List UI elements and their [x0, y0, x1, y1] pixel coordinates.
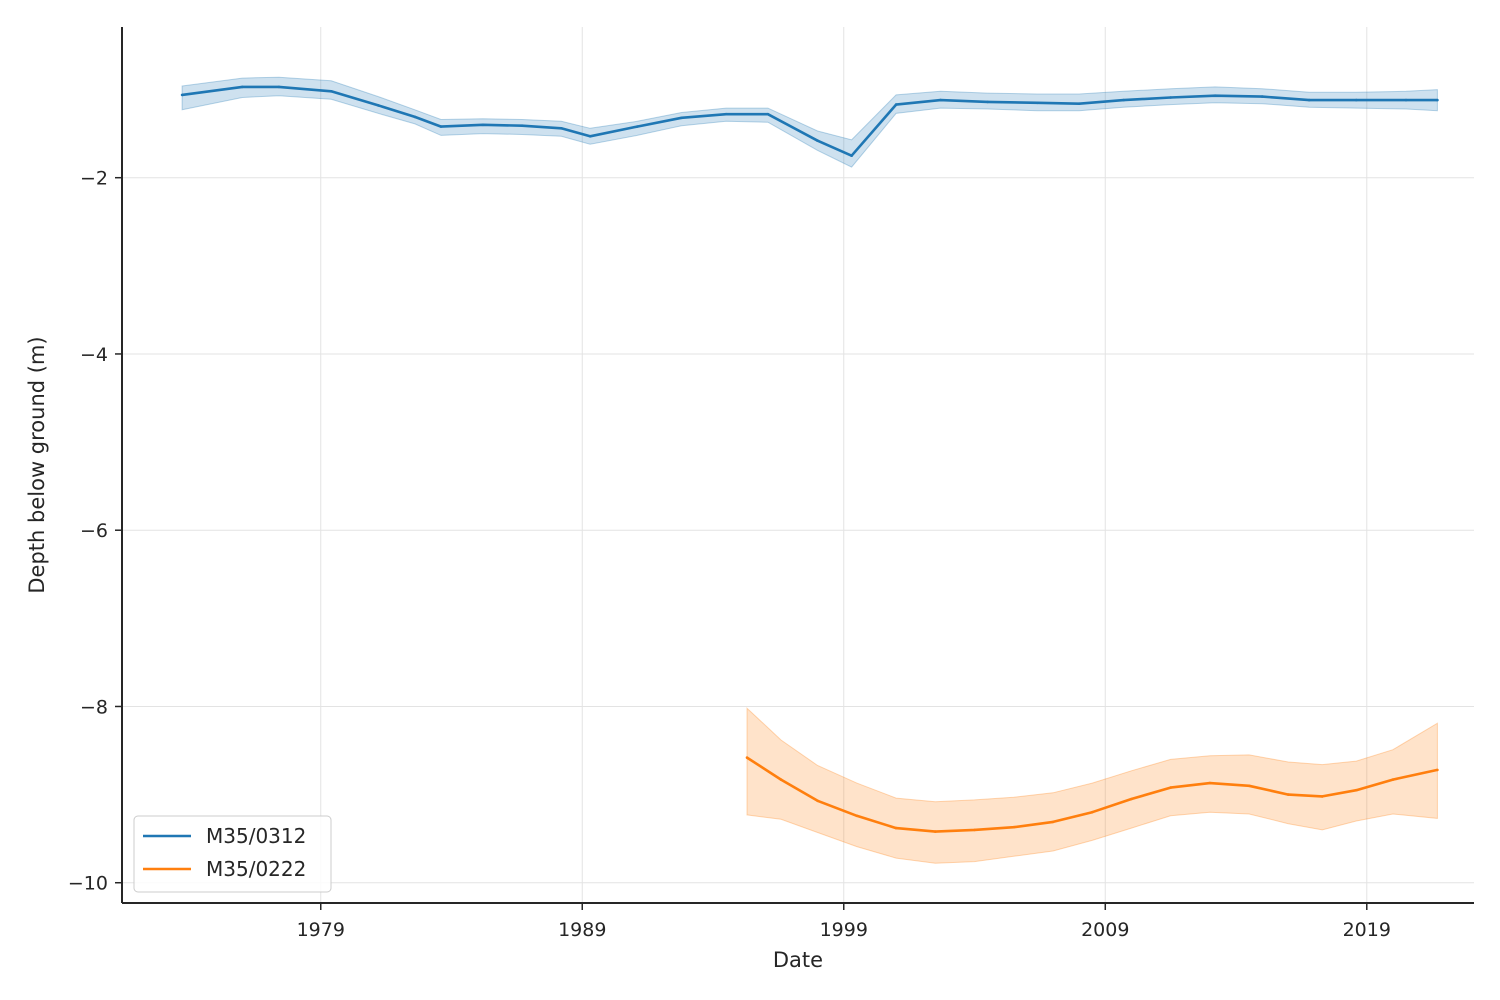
- data-point-series-0: [377, 104, 380, 107]
- data-point-series-0: [986, 100, 989, 104]
- data-point-series-0: [680, 116, 683, 120]
- data-point-series-1: [1321, 795, 1324, 798]
- data-point-series-1: [779, 778, 783, 781]
- y-tick-label: −2: [80, 168, 108, 190]
- data-point-series-0: [481, 123, 485, 127]
- data-point-series-1: [1130, 797, 1133, 801]
- data-point-series-1: [1208, 781, 1212, 785]
- line-series-0: [181, 85, 1438, 157]
- data-point-series-0: [1260, 95, 1264, 98]
- data-point-series-1: [1169, 786, 1172, 789]
- y-tick-label: −4: [80, 344, 108, 366]
- data-point-series-0: [724, 112, 728, 116]
- data-point-series-1: [973, 828, 976, 832]
- x-axis-title: Date: [773, 948, 823, 972]
- series-lines: [180, 85, 1439, 833]
- data-point-series-0: [588, 135, 592, 138]
- data-point-series-1: [1355, 788, 1358, 792]
- x-tick-label: 2009: [1081, 919, 1129, 941]
- data-point-series-1: [1287, 793, 1290, 796]
- data-point-series-1: [745, 756, 749, 759]
- data-point-series-1: [1436, 768, 1439, 772]
- y-tick-label: −10: [68, 873, 108, 895]
- data-point-series-1: [894, 826, 898, 830]
- data-point-series-0: [241, 85, 244, 89]
- legend-label-series-1: M35/0222: [206, 857, 306, 881]
- legend-label-series-0: M35/0312: [206, 824, 306, 848]
- data-point-series-1: [934, 830, 937, 833]
- y-axis-title: Depth below ground (m): [25, 336, 49, 593]
- data-point-series-1: [1391, 778, 1395, 781]
- data-point-series-0: [180, 93, 184, 97]
- legend: M35/0312 M35/0222: [133, 815, 332, 893]
- data-point-series-0: [766, 112, 770, 116]
- data-point-series-1: [855, 814, 859, 818]
- data-point-series-0: [1169, 96, 1172, 99]
- data-point-series-1: [1051, 820, 1055, 824]
- data-point-series-0: [413, 115, 417, 119]
- data-point-series-0: [1307, 98, 1311, 102]
- data-point-series-0: [1077, 102, 1081, 105]
- data-point-series-0: [1122, 98, 1125, 102]
- x-tick-label: 2019: [1343, 919, 1391, 941]
- data-point-series-0: [520, 124, 524, 127]
- x-tick-label: 1979: [297, 919, 345, 941]
- axes: [121, 27, 1474, 904]
- band-series-1: [746, 707, 1438, 864]
- data-point-series-0: [635, 125, 639, 128]
- x-tick-label: 1989: [558, 919, 606, 941]
- x-tick-label: 1999: [820, 919, 868, 941]
- data-point-series-0: [1213, 94, 1217, 97]
- y-ticks: −2 −4 −6 −8 −10: [68, 168, 122, 895]
- data-point-series-0: [1036, 101, 1039, 105]
- data-point-series-0: [939, 98, 942, 102]
- data-point-series-1: [816, 799, 819, 803]
- x-ticks: 1979 1989 1999 2009 2019: [297, 903, 1391, 941]
- data-point-series-0: [277, 85, 281, 89]
- data-point-series-0: [1355, 98, 1358, 102]
- data-point-series-0: [816, 139, 819, 142]
- data-point-series-1: [1090, 810, 1094, 814]
- data-point-series-0: [439, 125, 443, 128]
- data-point-series-0: [329, 90, 333, 93]
- y-tick-label: −8: [80, 696, 108, 718]
- data-point-series-0: [1436, 98, 1439, 102]
- data-point-series-1: [1012, 825, 1015, 829]
- data-point-series-1: [1247, 784, 1251, 788]
- y-tick-label: −6: [80, 520, 108, 542]
- data-point-series-0: [1404, 98, 1408, 102]
- gridlines: [122, 27, 1474, 903]
- data-point-series-0: [850, 154, 853, 157]
- data-point-series-0: [894, 103, 898, 106]
- data-point-series-0: [560, 127, 563, 130]
